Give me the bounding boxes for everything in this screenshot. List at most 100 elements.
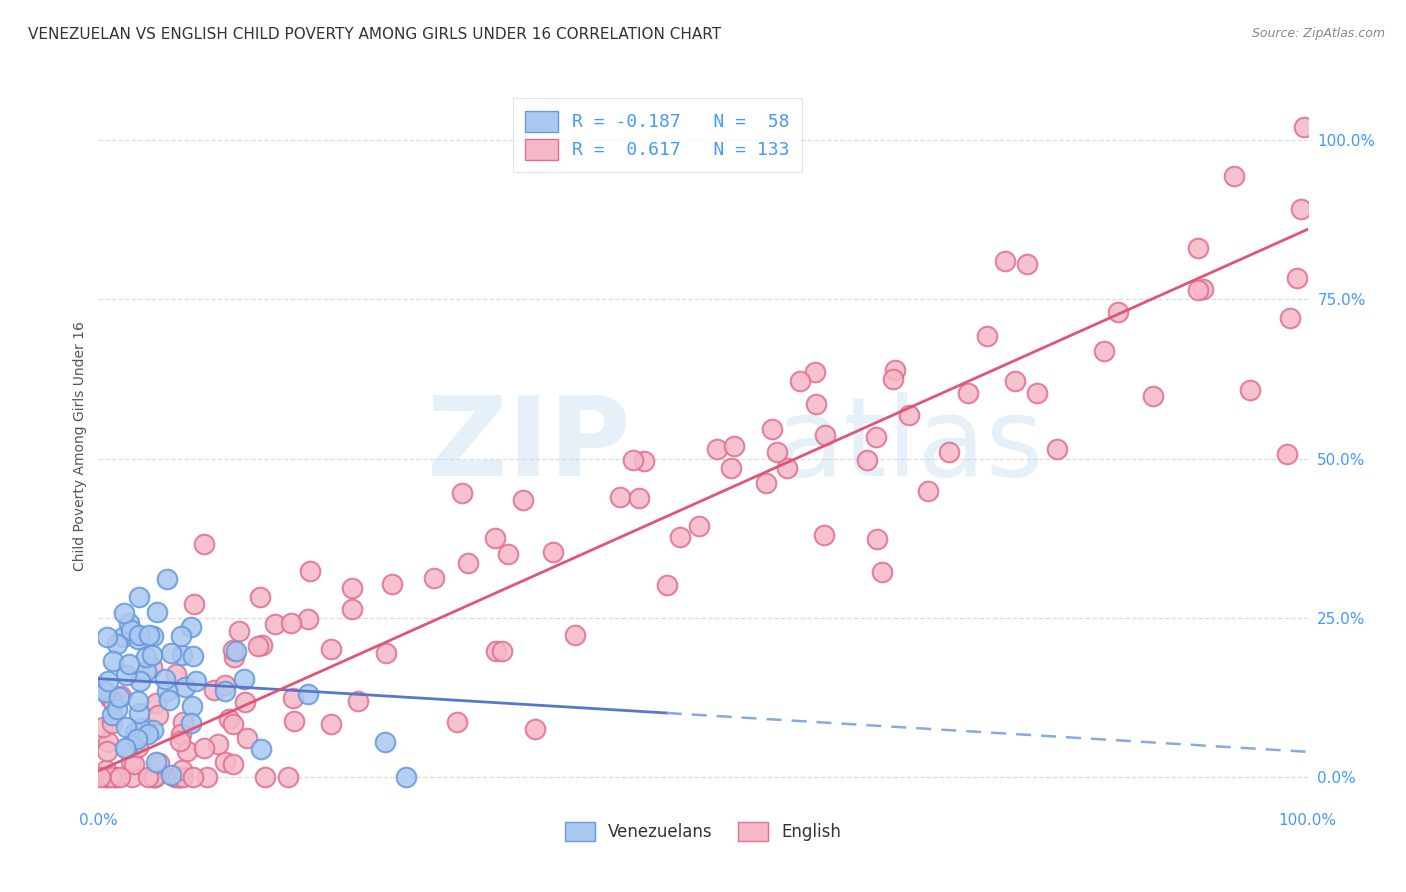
Point [96, 770, 118, 784]
Point [115, 719, 138, 733]
Point [115, 741, 138, 756]
Point [138, 628, 160, 642]
Point [457, 556, 479, 570]
Point [706, 442, 728, 457]
Point [250, 742, 273, 756]
Point [127, 632, 149, 646]
Point [100, 716, 122, 731]
Point [1277, 447, 1299, 461]
Point [804, 365, 827, 379]
Text: ZIP: ZIP [427, 392, 630, 500]
Point [609, 490, 631, 504]
Text: atlas: atlas [776, 392, 1045, 500]
Point [167, 770, 190, 784]
Point [321, 641, 343, 656]
Point [165, 666, 187, 681]
Point [866, 532, 889, 546]
Point [381, 577, 404, 591]
Point [193, 741, 215, 756]
Point [236, 731, 259, 746]
Point [897, 408, 920, 422]
Point [870, 565, 893, 579]
Point [143, 770, 166, 784]
Point [688, 519, 710, 533]
Point [1017, 257, 1039, 271]
Point [1289, 202, 1312, 216]
Point [145, 755, 167, 769]
Point [633, 454, 655, 468]
Point [214, 684, 236, 698]
Point [141, 660, 163, 674]
Point [222, 650, 245, 665]
Point [121, 770, 143, 784]
Point [395, 770, 418, 784]
Point [1187, 241, 1209, 255]
Point [1223, 169, 1246, 183]
Text: Source: ZipAtlas.com: Source: ZipAtlas.com [1251, 27, 1385, 40]
Point [976, 329, 998, 343]
Point [128, 628, 150, 642]
Point [184, 673, 207, 688]
Point [342, 581, 364, 595]
Point [423, 571, 446, 585]
Point [136, 770, 159, 784]
Point [114, 741, 136, 756]
Point [96, 763, 118, 777]
Point [146, 707, 169, 722]
Point [621, 452, 644, 467]
Point [512, 493, 534, 508]
Point [222, 716, 245, 731]
Point [157, 693, 180, 707]
Point [214, 756, 236, 770]
Point [218, 712, 240, 726]
Y-axis label: Child Poverty Among Girls Under 16: Child Poverty Among Girls Under 16 [73, 321, 87, 571]
Point [207, 737, 229, 751]
Point [1285, 271, 1308, 285]
Point [299, 564, 322, 578]
Point [118, 657, 141, 672]
Point [112, 606, 135, 620]
Point [108, 690, 131, 704]
Point [172, 648, 194, 662]
Point [159, 646, 181, 660]
Point [180, 620, 202, 634]
Point [97, 673, 120, 688]
Point [281, 691, 304, 706]
Point [96, 770, 118, 784]
Point [169, 770, 191, 784]
Point [994, 253, 1017, 268]
Point [214, 678, 236, 692]
Point [496, 547, 519, 561]
Point [174, 680, 197, 694]
Point [541, 545, 564, 559]
Point [105, 702, 128, 716]
Point [155, 672, 177, 686]
Point [297, 611, 319, 625]
Point [128, 590, 150, 604]
Point [127, 740, 149, 755]
Point [249, 590, 271, 604]
Point [172, 764, 194, 778]
Point [484, 644, 506, 658]
Point [1192, 282, 1215, 296]
Point [806, 397, 828, 411]
Point [882, 372, 904, 386]
Point [446, 714, 468, 729]
Point [297, 687, 319, 701]
Point [222, 643, 245, 657]
Point [91, 720, 114, 734]
Point [776, 460, 799, 475]
Point [101, 695, 124, 709]
Point [865, 430, 887, 444]
Point [755, 476, 778, 491]
Point [183, 597, 205, 611]
Point [1025, 386, 1047, 401]
Point [118, 616, 141, 631]
Point [1092, 343, 1115, 358]
Point [165, 770, 187, 784]
Point [181, 648, 204, 663]
Point [627, 491, 650, 506]
Point [1239, 383, 1261, 397]
Point [283, 714, 305, 728]
Point [104, 770, 127, 784]
